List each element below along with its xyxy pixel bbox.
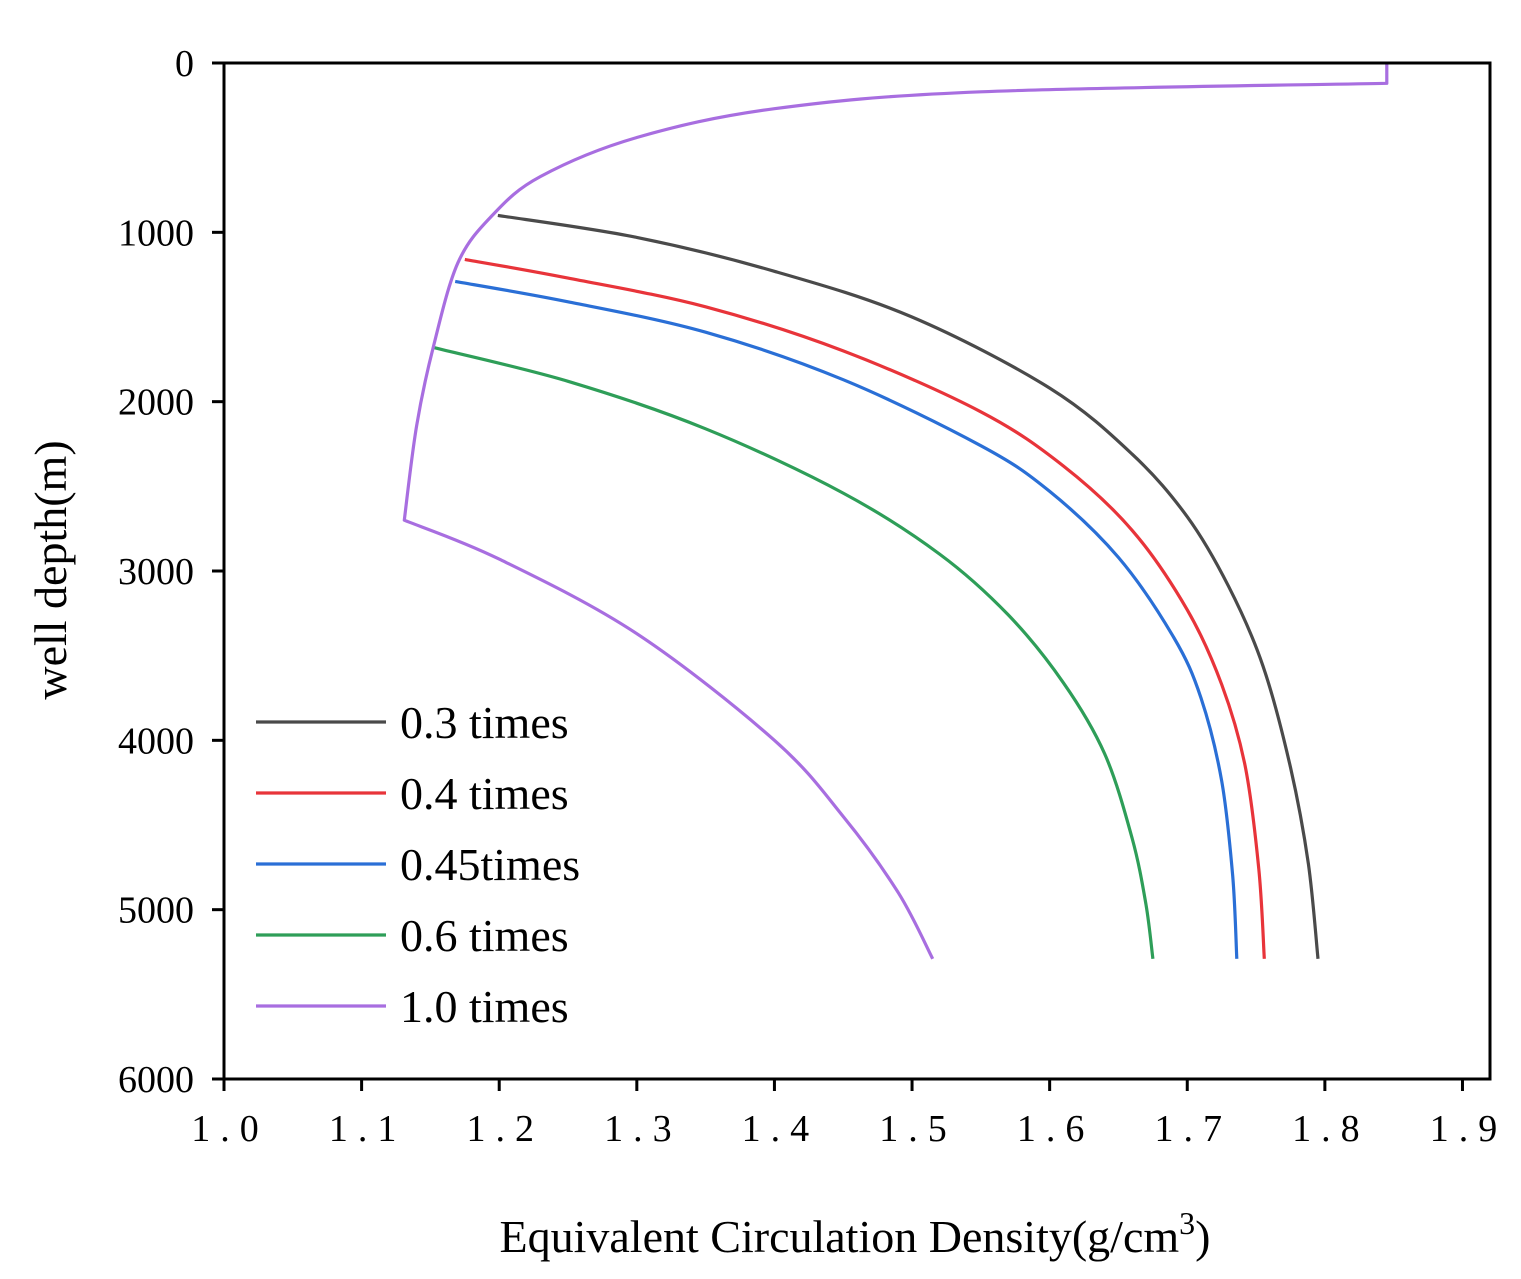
y-tick-label: 0 bbox=[175, 43, 194, 85]
x-tick-label: 1.3 bbox=[604, 1108, 682, 1150]
legend: 0.3 times 0.4 times 0.45times 0.6 times 1.0 … bbox=[256, 697, 580, 1032]
series-line-3 bbox=[454, 279, 1239, 959]
x-tick-label: 1.6 bbox=[1017, 1108, 1095, 1150]
series-layer bbox=[402, 63, 1389, 960]
y-tick-label: 3000 bbox=[118, 551, 194, 593]
x-tick-label: 1.9 bbox=[1430, 1108, 1508, 1150]
x-tick-label: 1.8 bbox=[1292, 1108, 1370, 1150]
y-tick-label: 5000 bbox=[118, 890, 194, 932]
series-line-2 bbox=[464, 257, 1266, 959]
legend-label: 0.3 times bbox=[400, 697, 569, 748]
x-tick-label: 1.7 bbox=[1155, 1108, 1233, 1150]
x-axis-title: Equivalent Circulation Density(g/cm3) bbox=[500, 1205, 1211, 1262]
x-tick-label: 1.2 bbox=[466, 1108, 544, 1150]
y-tick-label: 6000 bbox=[118, 1059, 194, 1101]
x-tick-label: 1.1 bbox=[329, 1108, 407, 1150]
x-tick-label: 1.0 bbox=[191, 1108, 269, 1150]
y-tick-label: 2000 bbox=[118, 382, 194, 424]
x-tick-label: 1.5 bbox=[879, 1108, 957, 1150]
legend-label: 1.0 times bbox=[400, 981, 569, 1032]
legend-label: 0.45times bbox=[400, 839, 580, 890]
y-tick-label: 4000 bbox=[118, 720, 194, 762]
y-axis-title: well depth(m) bbox=[25, 440, 76, 699]
series-line-5 bbox=[402, 63, 1389, 960]
x-axis-title-suffix: ) bbox=[1195, 1211, 1210, 1262]
series-line-4 bbox=[432, 345, 1155, 960]
x-tick-label: 1.4 bbox=[742, 1108, 820, 1150]
series-line-1 bbox=[497, 213, 1320, 959]
x-axis-title-superscript: 3 bbox=[1179, 1205, 1195, 1241]
legend-label: 0.4 times bbox=[400, 768, 569, 819]
x-axis-ticks: 1.0 1.1 1.2 1.3 1.4 1.5 1.6 1.7 1.8 1.9 bbox=[191, 1079, 1508, 1150]
y-axis-ticks: 0 1000 2000 3000 4000 5000 6000 bbox=[118, 43, 224, 1101]
y-tick-label: 1000 bbox=[118, 212, 194, 254]
x-axis-title-main: Equivalent Circulation Density(g/cm bbox=[500, 1211, 1180, 1262]
legend-label: 0.6 times bbox=[400, 910, 569, 961]
